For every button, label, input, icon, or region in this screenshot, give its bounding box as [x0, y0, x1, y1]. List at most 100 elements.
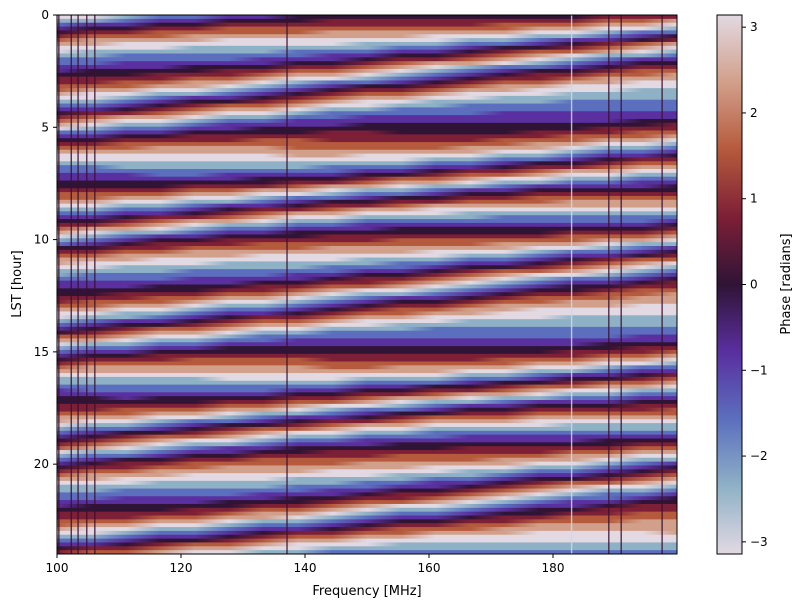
heatmap-row — [57, 284, 677, 289]
heatmap-row — [57, 492, 677, 497]
heatmap-row — [57, 407, 677, 413]
heatmap-row — [57, 118, 677, 124]
colorbar: 3 2 1 0 −1 −2 −3 Phase [radians] — [716, 14, 794, 555]
heatmap-row — [57, 149, 677, 155]
heatmap-row — [57, 99, 677, 105]
heatmap-row — [57, 288, 677, 293]
heatmap-row — [57, 184, 677, 189]
heatmap-row — [57, 342, 677, 347]
heatmap-row — [57, 384, 677, 390]
heatmap-row — [57, 242, 677, 247]
colorbar-tick-label: 1 — [750, 192, 758, 206]
heatmap-row — [57, 369, 677, 374]
heatmap-row — [57, 207, 677, 212]
x-tick-label: 140 — [294, 561, 317, 575]
heatmap-row — [57, 538, 677, 544]
heatmap-row — [57, 411, 677, 416]
x-tick-label: 120 — [170, 561, 193, 575]
heatmap-row — [57, 257, 677, 262]
heatmap-row — [57, 103, 677, 108]
heatmap-row — [57, 265, 677, 270]
heatmap-row — [57, 357, 677, 363]
colorbar-ticks: 3 2 1 0 −1 −2 −3 — [742, 20, 768, 549]
y-tick-label: 5 — [41, 120, 49, 134]
heatmap-row — [57, 280, 677, 286]
heatmap-row — [57, 226, 677, 232]
heatmap-row — [57, 396, 677, 401]
heatmap-row — [57, 403, 677, 409]
heatmap-row — [57, 326, 677, 332]
heatmap-row — [57, 22, 677, 28]
heatmap-row — [57, 296, 677, 301]
heatmap-row — [57, 272, 677, 278]
heatmap-row — [57, 338, 677, 343]
heatmap-row — [57, 38, 677, 43]
x-tick-label: 160 — [418, 561, 441, 575]
heatmap-row — [57, 276, 677, 282]
plot-frame — [56, 14, 678, 555]
heatmap-row — [57, 496, 677, 501]
heatmap-row — [57, 323, 677, 328]
heatmap-row — [57, 111, 677, 116]
heatmap-row — [57, 249, 677, 255]
y-tick-label: 10 — [34, 233, 49, 247]
heatmap-row — [57, 199, 677, 205]
heatmap-row — [57, 76, 677, 82]
heatmap-row — [57, 45, 677, 51]
heatmap-row — [57, 219, 677, 224]
colorbar-tick-label: −3 — [750, 535, 768, 549]
heatmap-row — [57, 292, 677, 297]
heatmap-row — [57, 176, 677, 182]
heatmap-row — [57, 353, 677, 359]
heatmap-row — [57, 180, 677, 185]
heatmap-row — [57, 500, 677, 505]
heatmap-row — [57, 65, 677, 70]
heatmap-row — [57, 457, 677, 463]
colorbar-label: Phase [radians] — [779, 233, 794, 334]
heatmap-row — [57, 461, 677, 467]
heatmap-row — [57, 169, 677, 174]
heatmap-row — [57, 430, 677, 436]
heatmap-row — [57, 465, 677, 470]
heatmap-row — [57, 534, 677, 540]
x-axis-label: Frequency [MHz] — [312, 584, 421, 599]
heatmap-row — [57, 311, 677, 316]
heatmap-row — [57, 53, 677, 58]
heatmap-row — [57, 234, 677, 239]
heatmap-row — [57, 195, 677, 201]
heatmap-row — [57, 303, 677, 309]
heatmap-row — [57, 269, 677, 274]
colorbar-tick-label: −2 — [750, 449, 768, 463]
y-tick-label: 0 — [41, 8, 49, 22]
heatmap-row — [57, 145, 677, 151]
heatmap-row — [57, 18, 677, 24]
heatmap-row — [57, 523, 677, 528]
heatmap-row — [57, 426, 677, 432]
heatmap-row — [57, 165, 677, 170]
colorbar-tick-label: 0 — [750, 278, 758, 292]
y-tick-label: 15 — [34, 345, 49, 359]
heatmap-row — [57, 392, 677, 397]
heatmap-row — [57, 373, 677, 378]
heatmap-row — [57, 349, 677, 355]
heatmap-row — [57, 400, 677, 405]
heatmap-row — [57, 134, 677, 139]
heatmap-row — [57, 546, 677, 551]
heatmap-row — [57, 126, 677, 132]
x-tick-label: 180 — [542, 561, 565, 575]
heatmap-row — [57, 507, 677, 513]
y-axis-ticks: 0 5 10 15 20 — [34, 8, 57, 471]
heatmap-row — [57, 238, 677, 243]
heatmap-row — [57, 330, 677, 336]
heatmap-row — [57, 519, 677, 524]
heatmap-row — [57, 26, 677, 31]
heatmap-row — [57, 80, 677, 85]
heatmap — [57, 15, 677, 554]
heatmap-row — [57, 484, 677, 490]
heatmap-row — [57, 188, 677, 193]
heatmap-row — [57, 346, 677, 351]
heatmap-row — [57, 473, 677, 478]
heatmap-row — [57, 419, 677, 424]
heatmap-row — [57, 511, 677, 517]
